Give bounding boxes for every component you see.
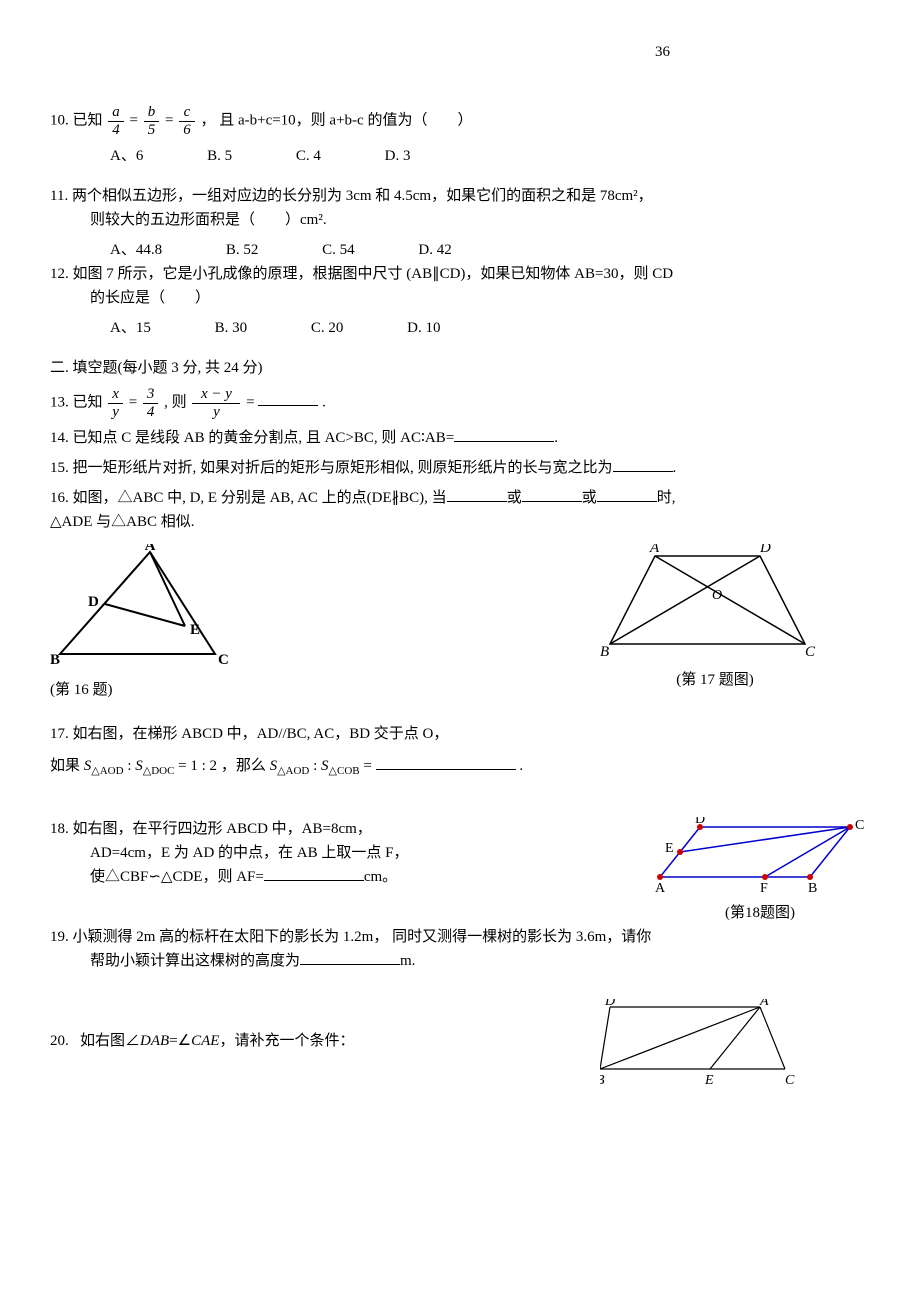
q11-opt-a: A、44.8 (110, 238, 162, 262)
figure-16: A B C D E (第 16 题) (50, 544, 250, 702)
q19-blank (300, 949, 400, 965)
q15-blank (613, 456, 673, 472)
svg-text:B: B (600, 644, 609, 660)
q10-opt-d: D. 3 (385, 144, 411, 168)
q10-opt-b: B. 5 (207, 144, 232, 168)
question-15: 15. 把一矩形纸片对折, 如果对折后的矩形与原矩形相似, 则原矩形纸片的长与宽… (50, 456, 870, 480)
svg-text:A: A (655, 881, 666, 896)
svg-text:D: D (759, 544, 771, 556)
svg-text:E: E (665, 841, 674, 856)
q12-opt-d: D. 10 (407, 316, 440, 340)
figure-18: A B C D E F (第18题图) (650, 817, 870, 925)
svg-text:B: B (50, 652, 60, 668)
svg-text:C: C (855, 818, 864, 833)
q10-mid: ， 且 a-b+c=10，则 a+b-c 的值为（ ） (200, 112, 472, 128)
q13-frac1: xy (108, 386, 123, 420)
q10-prefix: 10. 已知 (50, 112, 103, 128)
svg-text:C: C (805, 644, 816, 660)
q12-opt-b: B. 30 (215, 316, 248, 340)
q17-blank (376, 754, 516, 770)
question-12: 12. 如图 7 所示，它是小孔成像的原理，根据图中尺寸 (AB∥CD)，如果已… (50, 262, 870, 310)
q12-line1: 12. 如图 7 所示，它是小孔成像的原理，根据图中尺寸 (AB∥CD)，如果已… (50, 262, 870, 286)
svg-text:C: C (785, 1073, 795, 1088)
q12-opt-c: C. 20 (311, 316, 344, 340)
question-13: 13. 已知 xy = 34 , 则 x − yy = . (50, 386, 870, 420)
question-20-block: D A B E C 20. 如右图∠DAB=∠CAE，请补充一个条件： (50, 999, 870, 1089)
svg-text:B: B (808, 881, 817, 896)
q11-opt-d: D. 42 (418, 238, 451, 262)
question-14: 14. 已知点 C 是线段 AB 的黄金分割点, 且 AC>BC, 则 AC∶A… (50, 426, 870, 450)
svg-text:E: E (704, 1073, 714, 1088)
question-18-block: A B C D E F (第18题图) 18. 如右图，在平行四边形 ABCD … (50, 817, 870, 925)
q10-opt-c: C. 4 (296, 144, 321, 168)
section-2-heading: 二. 填空题(每小题 3 分, 共 24 分) (50, 356, 870, 380)
q11-options: A、44.8 B. 52 C. 54 D. 42 (110, 238, 870, 262)
question-19: 19. 小颖测得 2m 高的标杆在太阳下的影长为 1.2m， 同时又测得一棵树的… (50, 925, 870, 973)
q13-frac3: x − yy (192, 386, 240, 420)
svg-text:E: E (190, 622, 200, 638)
svg-text:A: A (759, 999, 769, 1009)
figure-17-caption: (第 17 题图) (600, 668, 830, 692)
svg-text:B: B (600, 1073, 605, 1088)
q12-options: A、15 B. 30 C. 20 D. 10 (110, 316, 870, 340)
svg-text:A: A (649, 544, 660, 556)
triangle-20-svg: D A B E C (600, 999, 810, 1089)
question-11: 11. 两个相似五边形，一组对应边的长分别为 3cm 和 4.5cm，如果它们的… (50, 184, 870, 232)
trapezoid-17-svg: A D B C O (600, 544, 830, 664)
q13-blank (258, 390, 318, 406)
svg-text:O: O (712, 588, 722, 603)
q10-frac-b: b5 (144, 104, 160, 138)
q14-blank (454, 426, 554, 442)
q16-blank1 (447, 486, 507, 502)
question-16: 16. 如图，△ABC 中, D, E 分别是 AB, AC 上的点(DE∦BC… (50, 486, 870, 534)
q16-blank3 (597, 486, 657, 502)
figure-row-16-17: A B C D E (第 16 题) A D B C O (第 17 题图) (50, 544, 870, 702)
q11-line2: 则较大的五边形面积是（ ）cm². (90, 208, 870, 232)
svg-text:D: D (88, 594, 99, 610)
q11-opt-c: C. 54 (322, 238, 355, 262)
figure-16-caption: (第 16 题) (50, 678, 250, 702)
q12-opt-a: A、15 (110, 316, 151, 340)
q10-frac-a: a4 (108, 104, 124, 138)
q12-line2: 的长应是（ ） (90, 286, 870, 310)
svg-text:D: D (604, 999, 615, 1009)
q10-options: A、6 B. 5 C. 4 D. 3 (110, 144, 870, 168)
q11-line1: 11. 两个相似五边形，一组对应边的长分别为 3cm 和 4.5cm，如果它们的… (50, 184, 870, 208)
question-17: 17. 如右图，在梯形 ABCD 中，AD//BC, AC，BD 交于点 O， … (50, 722, 870, 781)
svg-text:A: A (145, 544, 156, 554)
figure-20: D A B E C (600, 999, 810, 1089)
question-10: 10. 已知 a4 = b5 = c6 ， 且 a-b+c=10，则 a+b-c… (50, 104, 870, 138)
q13-prefix: 13. 已知 (50, 394, 103, 410)
triangle-16-svg: A B C D E (50, 544, 250, 674)
parallelogram-18-svg: A B C D E F (650, 817, 870, 897)
figure-17: A D B C O (第 17 题图) (600, 544, 830, 692)
figure-18-caption: (第18题图) (650, 901, 870, 925)
page-number: 36 (50, 40, 670, 64)
svg-text:F: F (760, 881, 768, 896)
svg-text:C: C (218, 652, 229, 668)
q16-blank2 (522, 486, 582, 502)
q10-opt-a: A、6 (110, 144, 143, 168)
q13-frac2: 34 (143, 386, 159, 420)
q18-blank (264, 865, 364, 881)
q10-frac-c: c6 (179, 104, 195, 138)
svg-text:D: D (695, 817, 705, 827)
q11-opt-b: B. 52 (226, 238, 259, 262)
